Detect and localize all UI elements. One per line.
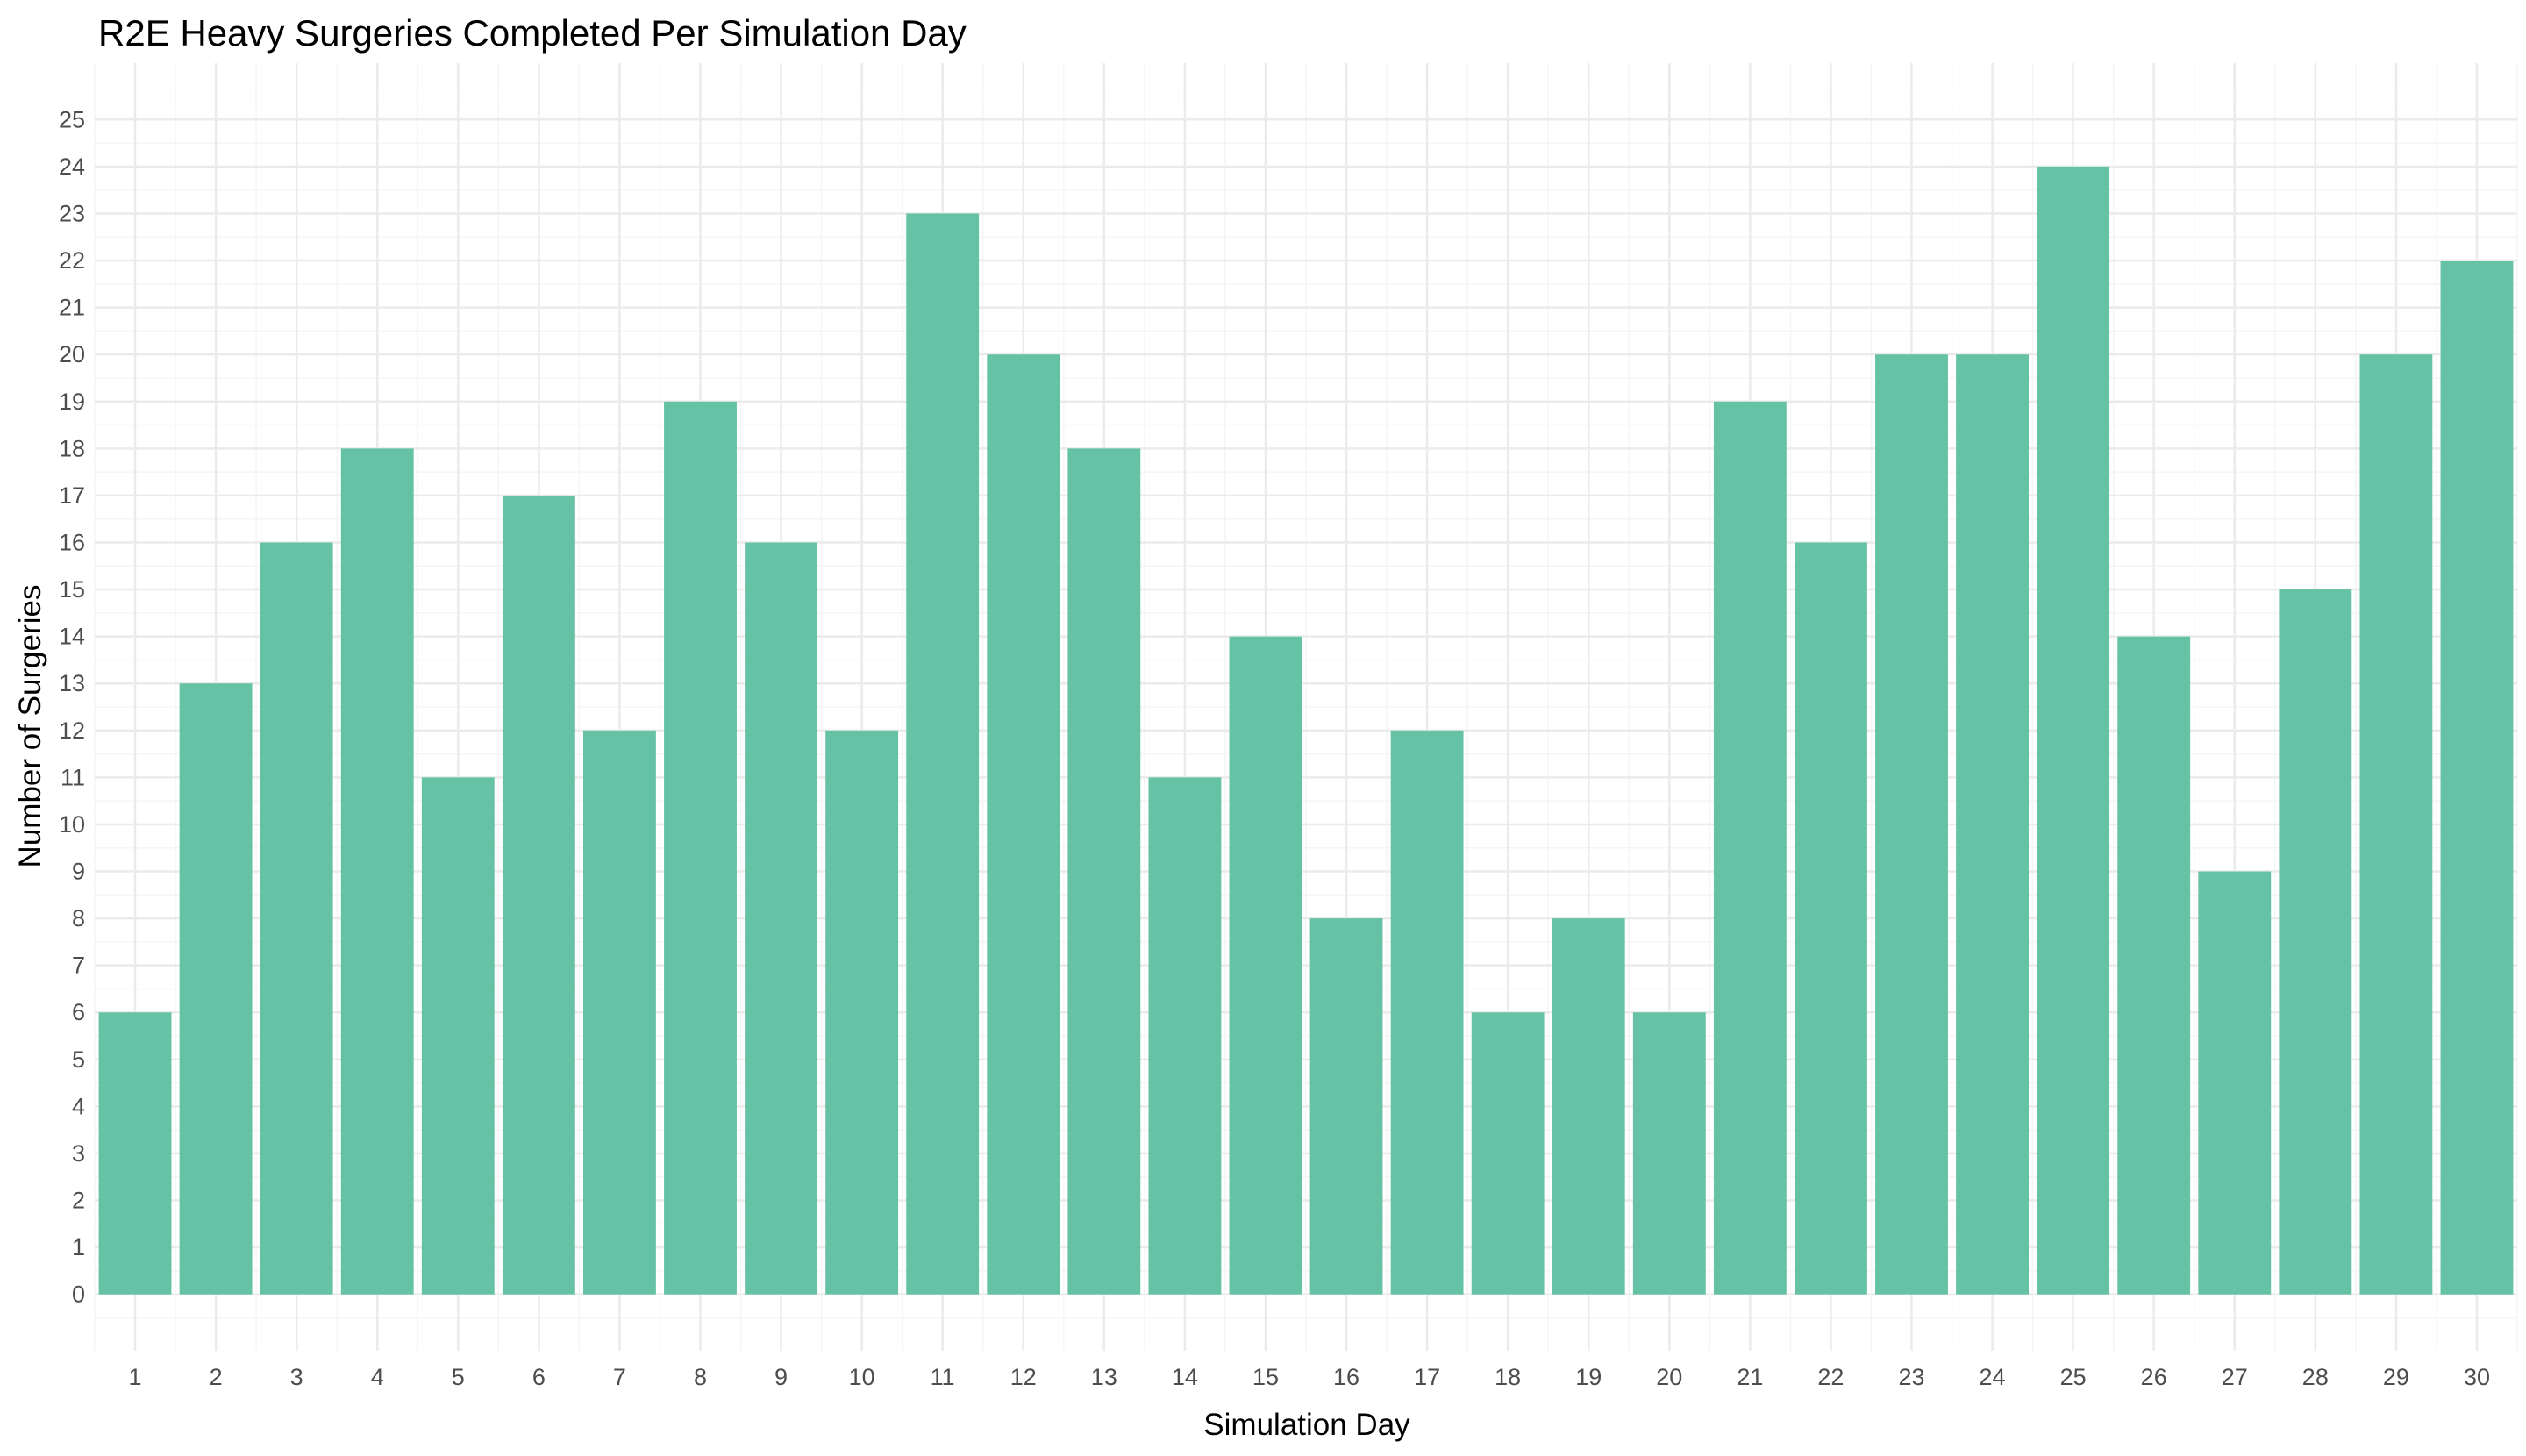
bar-day-4 bbox=[340, 448, 414, 1295]
x-tick-label: 24 bbox=[1980, 1364, 2006, 1390]
x-tick-label: 15 bbox=[1252, 1364, 1279, 1390]
bar-day-5 bbox=[421, 777, 495, 1295]
x-tick-label: 11 bbox=[931, 1364, 955, 1390]
x-tick-label: 1 bbox=[129, 1364, 142, 1390]
y-tick-label: 11 bbox=[61, 764, 85, 790]
bar-day-13 bbox=[1067, 448, 1141, 1295]
bar-day-6 bbox=[502, 495, 575, 1295]
y-tick-label: 21 bbox=[59, 295, 85, 321]
bar-day-9 bbox=[745, 542, 817, 1295]
x-tick-label: 7 bbox=[613, 1364, 626, 1390]
x-tick-label: 28 bbox=[2302, 1364, 2329, 1390]
y-tick-label: 13 bbox=[59, 670, 85, 696]
bar-day-17 bbox=[1390, 730, 1464, 1295]
x-tick-label: 2 bbox=[210, 1364, 223, 1390]
y-tick-label: 18 bbox=[59, 435, 85, 461]
x-tick-label: 9 bbox=[774, 1364, 788, 1390]
x-tick-label: 27 bbox=[2222, 1364, 2248, 1390]
x-tick-label: 17 bbox=[1414, 1364, 1440, 1390]
x-tick-label: 8 bbox=[694, 1364, 707, 1390]
y-tick-label: 3 bbox=[72, 1140, 85, 1167]
bar-day-1 bbox=[98, 1012, 172, 1295]
bar-day-27 bbox=[2198, 871, 2272, 1295]
bar-day-25 bbox=[2037, 166, 2110, 1295]
bar-day-10 bbox=[825, 730, 899, 1295]
y-tick-label: 7 bbox=[72, 953, 85, 979]
x-tick-label: 23 bbox=[1898, 1364, 1924, 1390]
x-tick-label: 5 bbox=[452, 1364, 465, 1390]
bar-day-2 bbox=[179, 683, 253, 1295]
y-tick-label: 2 bbox=[72, 1188, 85, 1214]
y-tick-label: 17 bbox=[59, 482, 85, 509]
x-tick-label: 16 bbox=[1333, 1364, 1359, 1390]
x-tick-label: 30 bbox=[2464, 1364, 2490, 1390]
x-axis-ticks: 1 2 3 4 5 6 7 8 9 10 11 12 13 14 15 16 17 18 19 20 21 22 23 24 2… bbox=[129, 1364, 2490, 1390]
y-tick-label: 9 bbox=[72, 859, 85, 885]
y-tick-label: 12 bbox=[59, 717, 85, 744]
x-tick-label: 4 bbox=[371, 1364, 384, 1390]
x-tick-label: 21 bbox=[1737, 1364, 1763, 1390]
bar-day-3 bbox=[260, 542, 333, 1295]
bar-day-14 bbox=[1148, 777, 1222, 1295]
y-tick-label: 8 bbox=[72, 905, 85, 931]
y-tick-label: 22 bbox=[59, 247, 85, 274]
x-tick-label: 3 bbox=[290, 1364, 303, 1390]
bar-day-19 bbox=[1552, 918, 1625, 1295]
bar-day-18 bbox=[1471, 1012, 1545, 1295]
x-tick-label: 29 bbox=[2383, 1364, 2409, 1390]
y-tick-label: 10 bbox=[59, 811, 85, 838]
x-tick-label: 20 bbox=[1656, 1364, 1682, 1390]
bar-day-16 bbox=[1309, 918, 1383, 1295]
x-tick-label: 19 bbox=[1575, 1364, 1602, 1390]
y-tick-label: 15 bbox=[59, 576, 85, 603]
x-tick-label: 22 bbox=[1817, 1364, 1844, 1390]
bar-day-26 bbox=[2117, 636, 2191, 1295]
bar-day-29 bbox=[2359, 354, 2433, 1295]
bar-day-7 bbox=[583, 730, 656, 1295]
y-tick-label: 25 bbox=[59, 106, 85, 132]
bars bbox=[98, 166, 2514, 1295]
y-axis-ticks: 0123456789101112131415161718192021222324… bbox=[59, 106, 85, 1307]
bar-day-15 bbox=[1229, 636, 1302, 1295]
x-tick-label: 14 bbox=[1172, 1364, 1198, 1390]
y-tick-label: 16 bbox=[59, 529, 85, 555]
y-tick-label: 24 bbox=[59, 153, 85, 180]
y-axis-title: Number of Surgeries bbox=[13, 585, 47, 868]
y-tick-label: 4 bbox=[72, 1093, 85, 1119]
bar-day-11 bbox=[906, 213, 980, 1295]
x-axis-title: Simulation Day bbox=[1203, 1408, 1410, 1442]
x-tick-label: 18 bbox=[1495, 1364, 1521, 1390]
y-tick-label: 0 bbox=[72, 1281, 85, 1308]
x-tick-label: 13 bbox=[1091, 1364, 1117, 1390]
y-tick-label: 23 bbox=[59, 200, 85, 226]
y-tick-label: 20 bbox=[59, 341, 85, 368]
bar-day-12 bbox=[987, 354, 1060, 1295]
bar-day-20 bbox=[1632, 1012, 1706, 1295]
bar-day-23 bbox=[1875, 354, 1948, 1295]
bar-day-30 bbox=[2440, 261, 2514, 1295]
y-tick-label: 6 bbox=[72, 999, 85, 1025]
bar-day-21 bbox=[1713, 401, 1787, 1295]
y-tick-label: 5 bbox=[72, 1046, 85, 1073]
y-tick-label: 14 bbox=[59, 624, 85, 650]
y-tick-label: 1 bbox=[72, 1234, 85, 1260]
y-tick-label: 19 bbox=[59, 389, 85, 415]
x-tick-label: 25 bbox=[2060, 1364, 2087, 1390]
bar-day-24 bbox=[1956, 354, 2029, 1295]
x-tick-label: 6 bbox=[532, 1364, 546, 1390]
x-tick-label: 10 bbox=[849, 1364, 875, 1390]
bar-day-28 bbox=[2279, 589, 2352, 1295]
bar-day-8 bbox=[664, 401, 737, 1295]
x-tick-label: 12 bbox=[1010, 1364, 1037, 1390]
bar-day-22 bbox=[1795, 542, 1867, 1295]
x-tick-label: 26 bbox=[2141, 1364, 2167, 1390]
chart-title: R2E Heavy Surgeries Completed Per Simula… bbox=[98, 12, 967, 54]
